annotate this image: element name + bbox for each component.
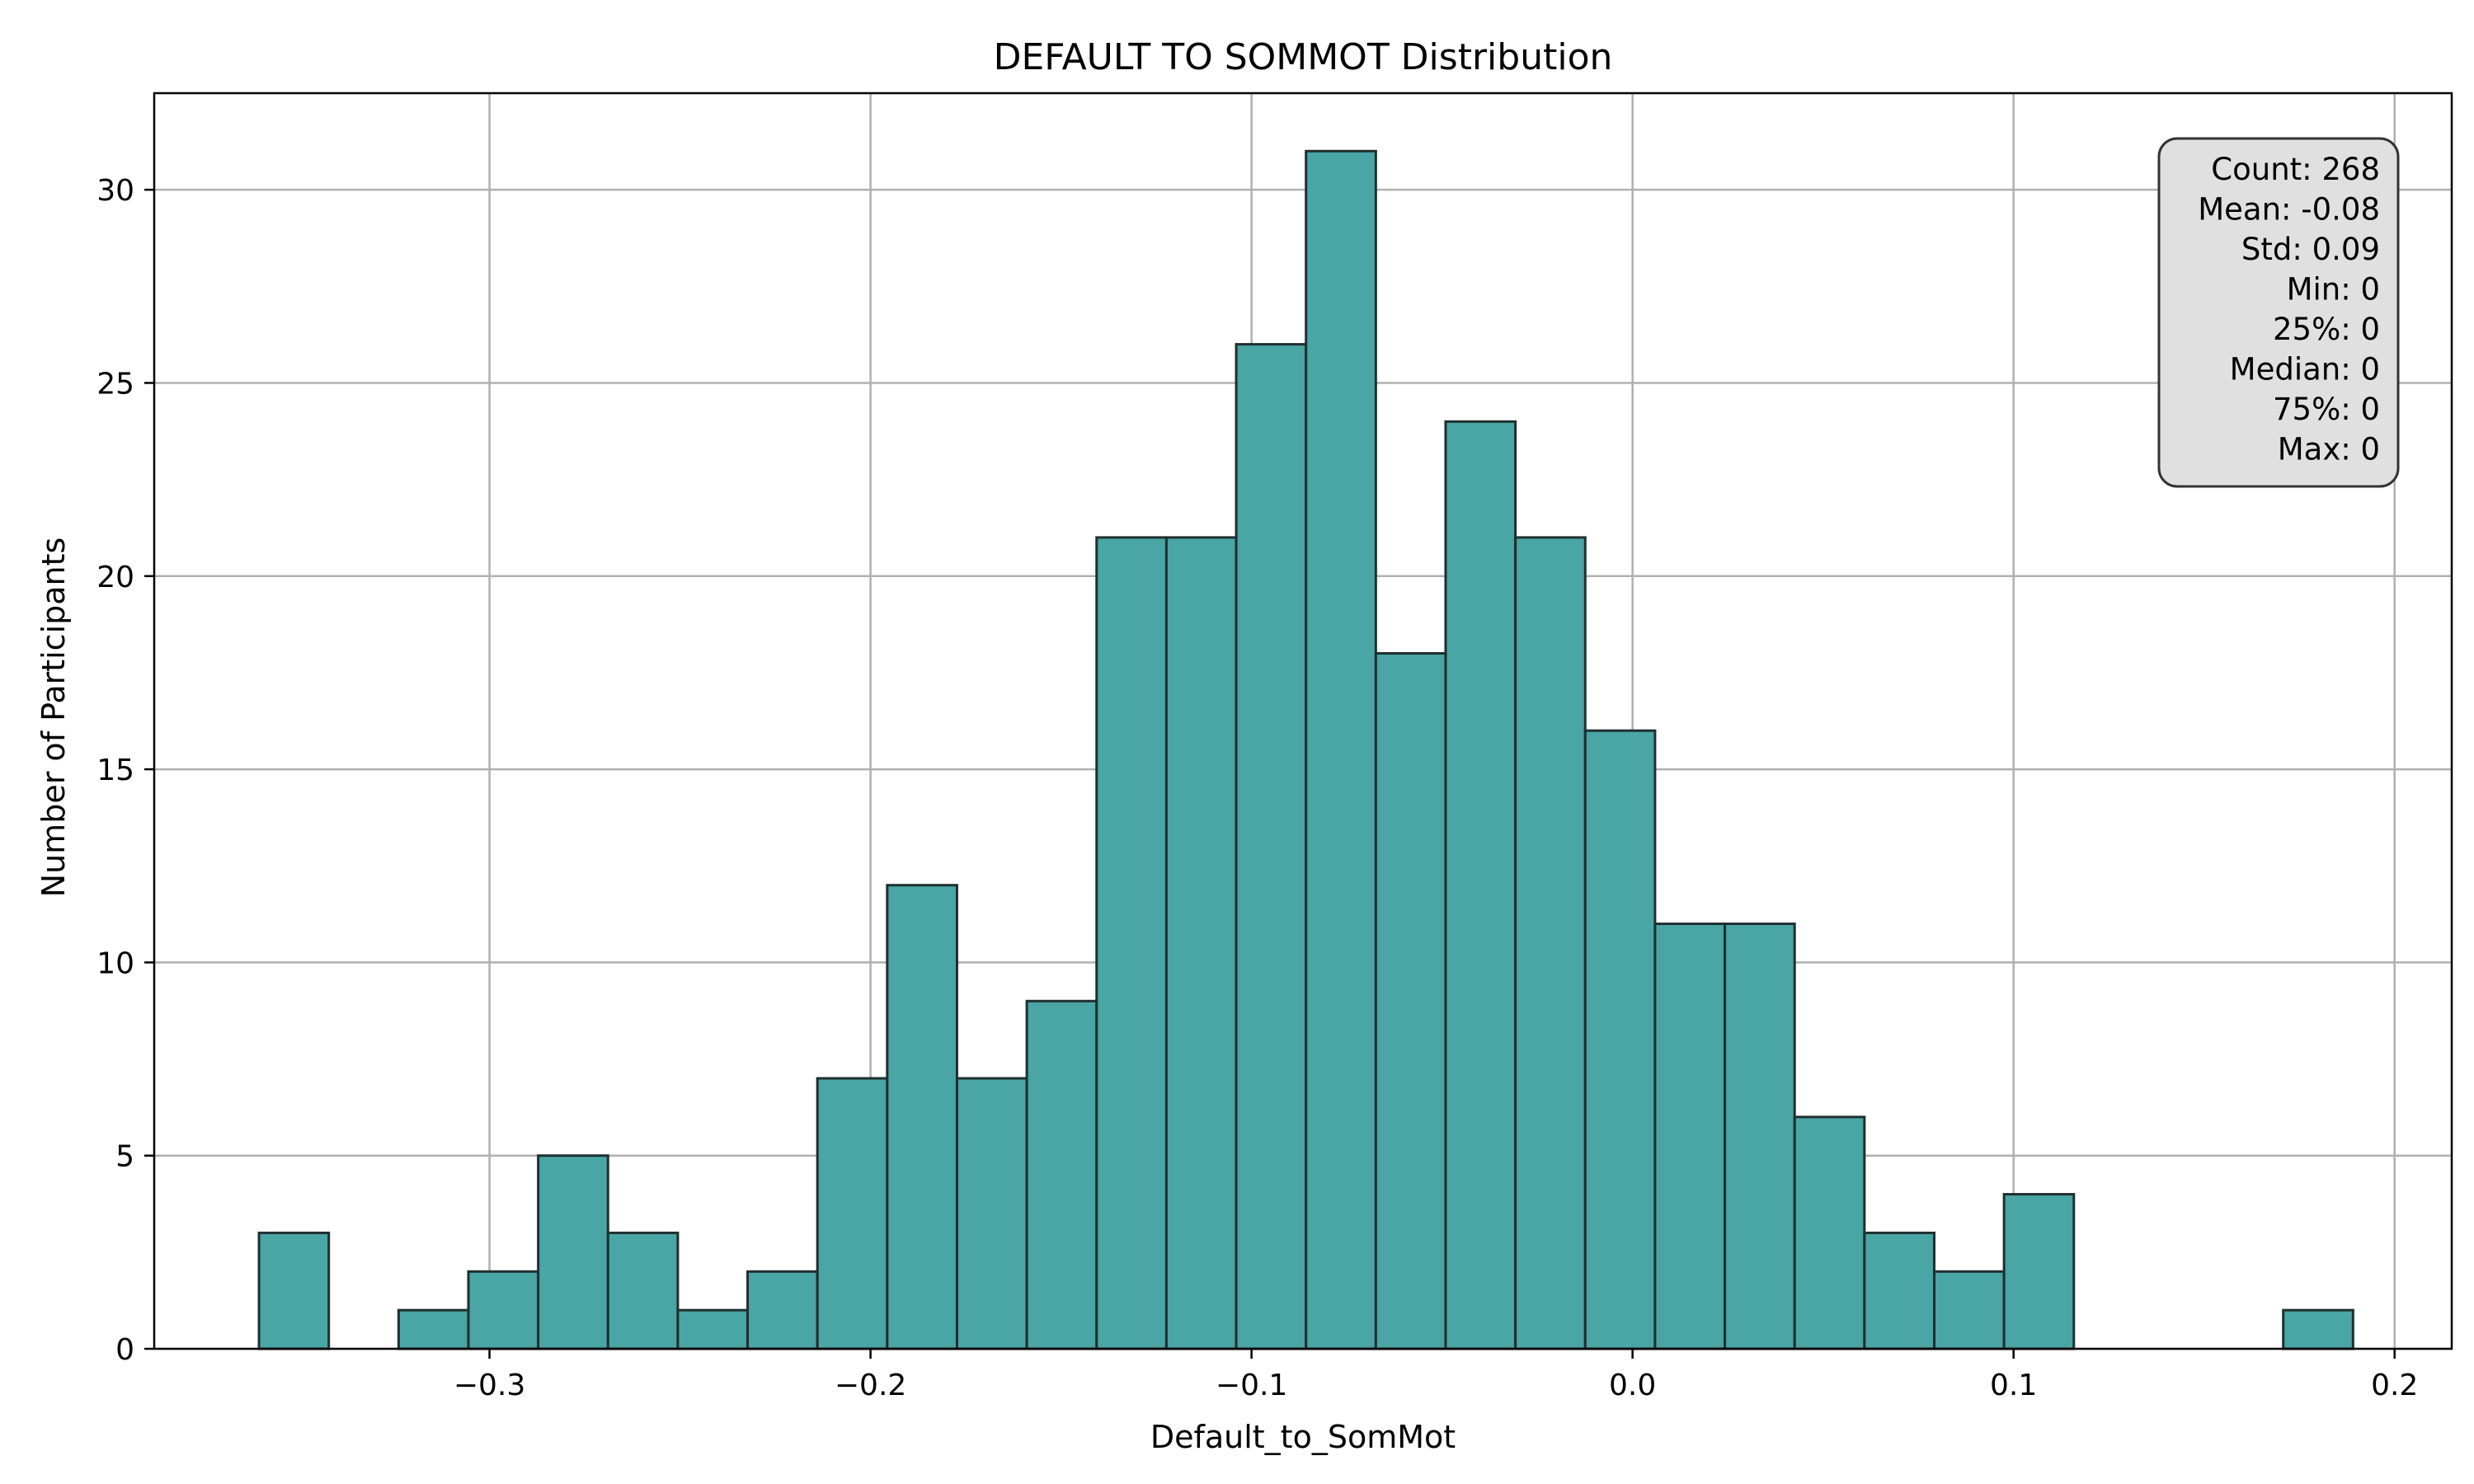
chart-title: DEFAULT TO SOMMOT Distribution: [994, 36, 1613, 78]
y-axis-ticks: 0 5 10 15 20 25 30: [96, 174, 154, 1367]
x-tick-label: −0.2: [835, 1369, 906, 1402]
histogram-bar: [2282, 1308, 2354, 1350]
x-tick-label: 0.1: [1990, 1369, 2037, 1402]
histogram-bar: [1374, 651, 1447, 1350]
histogram-bar: [676, 1308, 750, 1350]
statistics-box-background: [2157, 137, 2400, 488]
plot-area-frame: [153, 92, 2453, 1350]
x-tick-label: −0.3: [454, 1369, 525, 1402]
y-tick-label: 0: [115, 1333, 134, 1367]
statistics-line: Count: 268: [2211, 152, 2380, 187]
statistics-line: Mean: -0.08: [2198, 192, 2380, 228]
statistics-box: Count: 268 Mean: -0.08 Std: 0.09 Min: 0 25%:…: [2157, 137, 2400, 488]
y-tick-label: 10: [96, 946, 134, 980]
histogram-bar: [1025, 999, 1098, 1350]
statistics-line: 25%: 0: [2273, 312, 2380, 347]
histogram-bar: [1793, 1115, 1866, 1350]
histogram-bar: [1514, 536, 1587, 1350]
histogram-bar: [955, 1077, 1028, 1350]
histogram-bar: [816, 1077, 889, 1350]
x-axis-ticks: −0.3 −0.2 −0.1 0.0 0.1 0.2: [454, 1349, 2418, 1402]
y-tick-label: 30: [96, 174, 134, 208]
histogram-bar: [257, 1231, 331, 1350]
histogram-bar: [1235, 343, 1308, 1350]
x-tick-label: −0.1: [1216, 1369, 1287, 1402]
histogram-bar: [397, 1308, 470, 1350]
x-tick-label: 0.0: [1609, 1369, 1656, 1402]
x-tick-label: 0.2: [2371, 1369, 2418, 1402]
histogram-bar: [1863, 1231, 1935, 1350]
y-tick-label: 5: [115, 1140, 134, 1174]
histogram-bar: [1444, 420, 1517, 1350]
y-tick-label: 25: [96, 367, 134, 401]
statistics-line: Std: 0.09: [2241, 232, 2380, 267]
histogram-bar: [1932, 1270, 2006, 1350]
histogram-bar: [886, 884, 958, 1350]
histogram-bar: [1164, 536, 1238, 1350]
statistics-line: Min: 0: [2287, 272, 2380, 308]
histogram-bar: [2002, 1193, 2076, 1350]
y-axis-label: Number of Participants: [35, 538, 72, 898]
y-tick-label: 15: [96, 754, 134, 787]
histogram-bar: [1583, 729, 1657, 1350]
histogram-bar: [1653, 923, 1727, 1350]
histogram-bar: [606, 1231, 680, 1350]
statistics-line: 75%: 0: [2273, 392, 2380, 427]
histogram-bar: [537, 1154, 609, 1350]
statistics-line: Median: 0: [2230, 352, 2380, 387]
histogram-bar: [1724, 923, 1796, 1350]
histogram-bar: [467, 1270, 540, 1350]
y-tick-label: 20: [96, 561, 134, 594]
statistics-line: Max: 0: [2278, 432, 2380, 467]
histogram-bar: [1305, 149, 1377, 1350]
x-axis-label: Default_to_SomMot: [1150, 1419, 1456, 1455]
histogram-bar: [1095, 536, 1168, 1350]
histogram-bar: [746, 1270, 819, 1350]
histogram-bars: [257, 149, 2354, 1350]
